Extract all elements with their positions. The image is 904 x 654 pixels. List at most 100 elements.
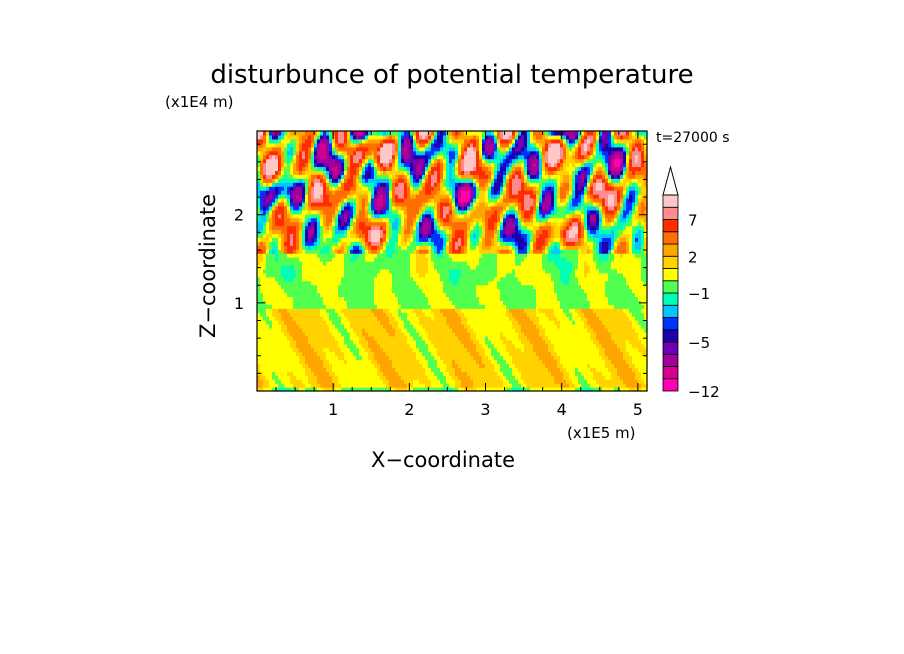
- heatmap-cell: [317, 355, 321, 361]
- heatmap-cell: [485, 261, 489, 266]
- heatmap-cell: [542, 292, 546, 298]
- heatmap-cell: [515, 343, 519, 349]
- heatmap-cell: [263, 359, 267, 365]
- heatmap-cell: [260, 351, 264, 357]
- heatmap-cell: [377, 347, 381, 353]
- heatmap-cell: [587, 347, 591, 353]
- heatmap-cell: [383, 379, 387, 384]
- heatmap-cell: [470, 375, 474, 380]
- heatmap-cell: [332, 308, 336, 313]
- heatmap-cell: [317, 363, 321, 368]
- heatmap-cell: [641, 316, 645, 321]
- heatmap-cell: [488, 359, 492, 365]
- heatmap-cell: [293, 268, 297, 274]
- heatmap-cell: [335, 237, 339, 242]
- heatmap-cell: [536, 327, 540, 333]
- heatmap-cell: [638, 245, 642, 250]
- heatmap-cell: [284, 359, 288, 365]
- heatmap-cell: [275, 371, 279, 376]
- heatmap-cell: [497, 320, 501, 325]
- heatmap-cell: [446, 257, 450, 262]
- heatmap-cell: [482, 375, 486, 380]
- heatmap-cell: [377, 324, 381, 329]
- heatmap-cell: [392, 312, 396, 317]
- heatmap-cell: [425, 300, 429, 305]
- heatmap-cell: [392, 304, 396, 309]
- heatmap-cell: [470, 264, 474, 270]
- heatmap-cell: [584, 272, 588, 278]
- heatmap-cell: [620, 308, 624, 313]
- heatmap-cell: [290, 367, 294, 372]
- heatmap-cell: [335, 383, 339, 388]
- heatmap-cell: [446, 343, 450, 349]
- heatmap-cell: [398, 268, 402, 274]
- heatmap-cell: [527, 327, 531, 333]
- heatmap-cell: [395, 304, 399, 309]
- heatmap-cell: [569, 300, 573, 305]
- heatmap-cell: [461, 320, 465, 325]
- heatmap-cell: [539, 339, 543, 345]
- heatmap-cell: [344, 280, 348, 286]
- heatmap-cell: [359, 245, 363, 250]
- heatmap-cell: [332, 276, 336, 282]
- heatmap-cell: [401, 316, 405, 321]
- heatmap-cell: [632, 312, 636, 317]
- heatmap-cell: [563, 308, 567, 313]
- heatmap-cell: [290, 261, 294, 266]
- heatmap-cell: [545, 253, 549, 258]
- heatmap-cell: [296, 383, 300, 388]
- heatmap-cell: [392, 272, 396, 278]
- heatmap-cell: [260, 383, 264, 388]
- heatmap-cell: [413, 272, 417, 278]
- heatmap-cell: [380, 339, 384, 345]
- heatmap-cell: [482, 284, 486, 290]
- heatmap-cell: [536, 312, 540, 317]
- heatmap-cell: [269, 339, 273, 345]
- heatmap-cell: [332, 363, 336, 368]
- heatmap-cell: [356, 304, 360, 309]
- heatmap-cell: [299, 280, 303, 286]
- heatmap-cell: [443, 339, 447, 345]
- heatmap-cell: [365, 284, 369, 290]
- heatmap-cell: [617, 245, 621, 250]
- heatmap-cell: [644, 241, 648, 246]
- heatmap-cell: [416, 363, 420, 368]
- heatmap-cell: [437, 292, 441, 298]
- heatmap-cell: [398, 347, 402, 353]
- heatmap-cell: [344, 284, 348, 290]
- heatmap-cell: [578, 261, 582, 266]
- heatmap-cell: [326, 268, 330, 274]
- heatmap-cell: [527, 272, 531, 278]
- heatmap-cell: [278, 327, 282, 333]
- heatmap-cell: [323, 335, 327, 341]
- heatmap-cell: [293, 351, 297, 357]
- heatmap-cell: [356, 237, 360, 242]
- heatmap-cell: [341, 292, 345, 298]
- heatmap-cell: [476, 327, 480, 333]
- heatmap-cell: [278, 296, 282, 301]
- heatmap-cell: [617, 383, 621, 388]
- heatmap-cell: [572, 343, 576, 349]
- heatmap-cell: [269, 261, 273, 266]
- heatmap-cell: [410, 280, 414, 286]
- heatmap-cell: [488, 268, 492, 274]
- heatmap-cell: [317, 320, 321, 325]
- heatmap-cell: [548, 280, 552, 286]
- heatmap-cell: [584, 347, 588, 353]
- heatmap-cell: [374, 272, 378, 278]
- heatmap-cell: [317, 264, 321, 270]
- heatmap-cell: [581, 249, 585, 254]
- heatmap-cell: [332, 284, 336, 290]
- heatmap-cell: [629, 253, 633, 258]
- heatmap-cell: [593, 347, 597, 353]
- heatmap-cell: [383, 351, 387, 357]
- heatmap-cell: [389, 347, 393, 353]
- heatmap-cell: [326, 347, 330, 353]
- heatmap-cell: [266, 339, 270, 345]
- heatmap-cell: [461, 308, 465, 313]
- heatmap-cell: [341, 280, 345, 286]
- heatmap-cell: [581, 308, 585, 313]
- heatmap-cell: [503, 312, 507, 317]
- heatmap-cell: [521, 371, 525, 376]
- heatmap-cell: [509, 335, 513, 341]
